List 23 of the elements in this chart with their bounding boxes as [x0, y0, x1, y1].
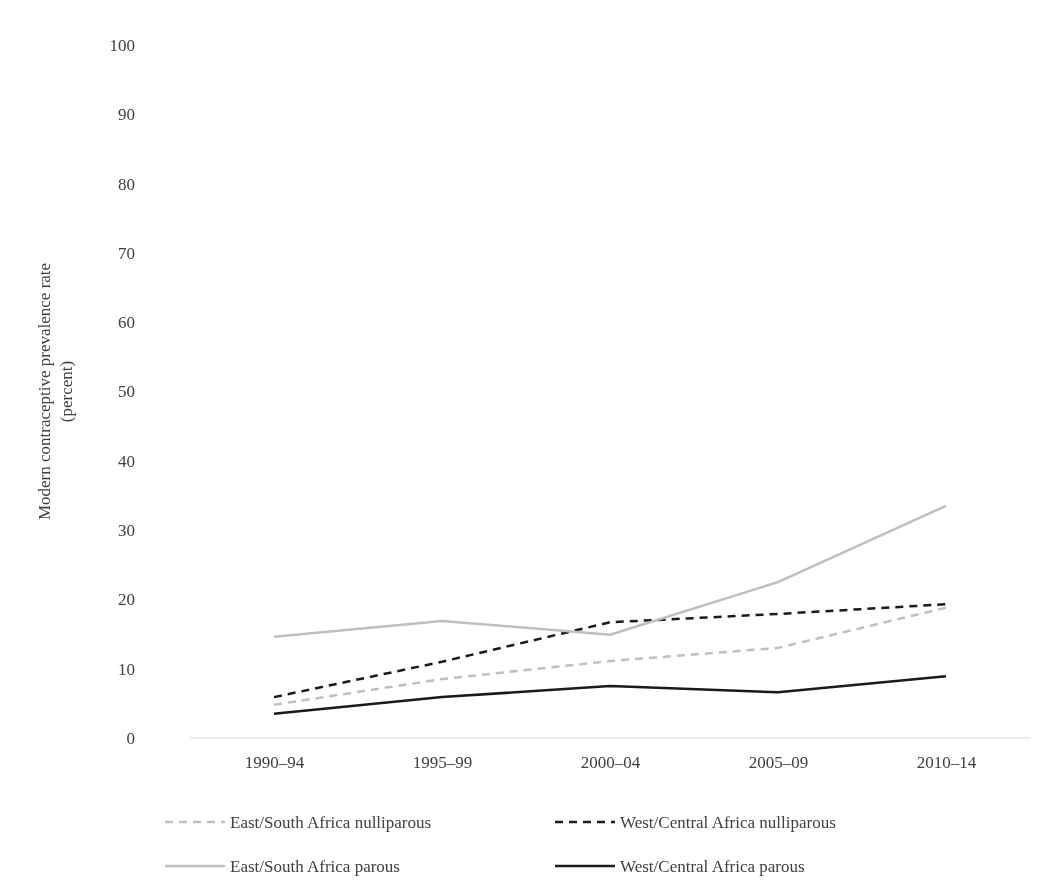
x-tick-label: 2005–09	[748, 753, 809, 773]
y-tick-label: 90	[118, 105, 135, 125]
line-series	[272, 675, 948, 715]
x-tick-label: 2010–14	[916, 753, 977, 773]
y-tick-label: 50	[118, 382, 135, 402]
x-tick-label: 2000–04	[580, 753, 641, 773]
legend-label: East/South Africa parous	[230, 857, 400, 876]
y-tick-label: 0	[126, 728, 135, 748]
y-tick-label: 40	[118, 451, 135, 471]
x-tick-label: 1995–99	[412, 753, 473, 773]
y-tick-label: 60	[118, 313, 135, 333]
y-tick-label: 20	[118, 590, 135, 610]
y-tick-label: 70	[118, 243, 135, 263]
x-tick-label: 1990–94	[244, 753, 305, 773]
line-series	[272, 504, 948, 639]
y-tick-label: 10	[118, 659, 135, 679]
y-tick-label: 30	[118, 521, 135, 541]
legend-label: West/Central Africa parous	[620, 857, 805, 876]
legend-label: East/South Africa nulliparous	[230, 813, 432, 832]
legend-label: West/Central Africa nulliparous	[620, 813, 836, 832]
y-tick-label: 100	[109, 35, 135, 55]
y-axis-title: Modern contraceptive prevalence rate (percent)	[35, 262, 76, 521]
y-tick-label: 80	[118, 174, 135, 194]
